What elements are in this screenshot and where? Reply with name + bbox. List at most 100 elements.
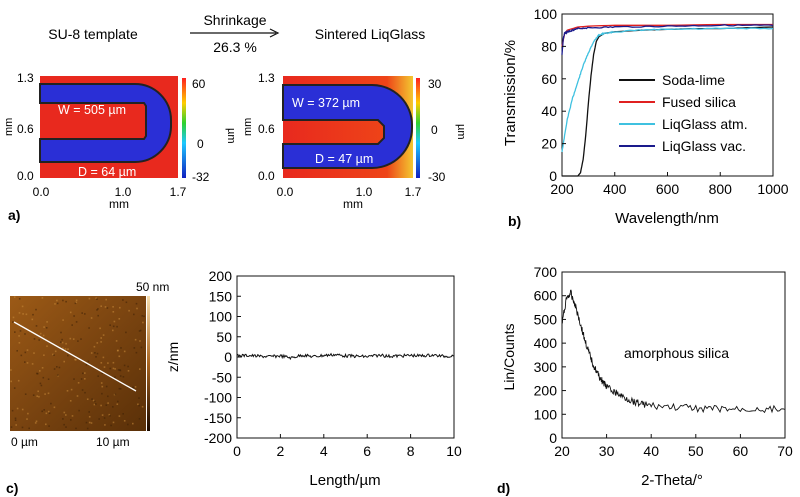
afm-grain	[41, 297, 44, 299]
x-tick-label: 40	[643, 443, 659, 459]
afm-grain	[139, 368, 141, 370]
afm-grain	[43, 409, 45, 411]
panel-b-series-layer	[561, 23, 774, 177]
afm-grain	[123, 364, 126, 367]
afm-grain	[75, 321, 78, 323]
afm-grain	[75, 359, 77, 361]
afm-grain	[101, 414, 104, 416]
afm-grain	[62, 347, 64, 349]
x-tick-label: 4	[320, 443, 328, 459]
afm-grain	[16, 350, 18, 352]
y-tick-label: 100	[209, 309, 233, 325]
afm-grain	[57, 374, 59, 376]
afm-grain	[120, 347, 122, 349]
y-tick-label: 50	[216, 329, 232, 345]
afm-grain	[122, 299, 124, 301]
afm-grain	[105, 404, 108, 406]
afm-grain	[112, 325, 115, 328]
afm-grain	[112, 421, 115, 424]
afm-grain	[47, 392, 50, 395]
afm-grain	[138, 404, 140, 407]
afm-grain	[123, 350, 126, 353]
afm-grain	[69, 311, 72, 314]
left-y-tick-bottom: 0.0	[17, 169, 34, 183]
panel-b-xlabel: Wavelength/nm	[615, 210, 719, 227]
afm-grain	[65, 426, 67, 428]
afm-grain	[18, 298, 21, 300]
afm-grain	[132, 386, 135, 389]
y-tick-label: 20	[541, 136, 557, 152]
afm-grain	[112, 311, 115, 313]
afm-grain	[81, 389, 84, 391]
afm-grain	[88, 411, 90, 413]
afm-grain	[100, 341, 102, 343]
panel-d-ylabel: Lin/Counts	[501, 324, 517, 391]
afm-grain	[105, 385, 108, 388]
afm-grain	[103, 417, 106, 419]
afm-grain	[52, 353, 54, 356]
y-tick-label: 0	[224, 349, 232, 365]
panel-d-x-ticks: 20 30 40 50 60 70	[554, 434, 793, 459]
afm-grain	[76, 395, 79, 397]
left-depth-label: D = 64 µm	[78, 165, 136, 179]
y-tick-label: 40	[541, 103, 557, 119]
afm-grain	[96, 342, 99, 344]
afm-grain	[32, 394, 35, 396]
panel-d-annotation: amorphous silica	[624, 345, 729, 361]
afm-grain	[71, 415, 74, 417]
afm-grain	[112, 361, 115, 364]
afm-grain	[39, 370, 41, 372]
afm-grain	[46, 345, 48, 347]
afm-grain	[125, 331, 127, 334]
afm-surface	[10, 296, 146, 431]
x-tick-label: 30	[599, 443, 615, 459]
afm-grain	[87, 360, 90, 363]
afm-grain	[93, 403, 96, 406]
x-tick-label: 200	[550, 181, 574, 197]
afm-grain	[42, 334, 45, 337]
right-colorbar	[416, 78, 420, 178]
afm-grain	[84, 313, 86, 315]
afm-grain	[32, 313, 34, 316]
afm-x-start: 0 µm	[11, 435, 38, 449]
afm-grain	[48, 425, 50, 427]
afm-grain	[138, 330, 141, 332]
afm-grain	[123, 420, 126, 422]
right-title: Sintered LiqGlass	[315, 26, 426, 42]
afm-grain	[116, 403, 119, 405]
afm-grain	[117, 400, 119, 403]
afm-grain	[125, 301, 128, 304]
afm-grain	[109, 324, 111, 326]
afm-grain	[69, 337, 72, 340]
afm-grain	[74, 302, 77, 305]
afm-grain	[18, 312, 21, 314]
x-tick-label: 600	[656, 181, 680, 197]
x-tick-label: 6	[363, 443, 371, 459]
afm-grain	[62, 299, 64, 302]
legend-label: LiqGlass vac.	[662, 138, 746, 154]
afm-grain	[73, 315, 75, 317]
panel-c: c) 50 nm 0 µm 10 µm 200150100500-50-100-…	[6, 268, 462, 496]
afm-grain	[100, 337, 102, 339]
right-map-channel	[282, 84, 413, 169]
panel-b-x-ticks: 200 400 600 800 1000	[550, 172, 789, 197]
right-depth-label: D = 47 µm	[315, 152, 373, 166]
afm-grain	[16, 407, 19, 410]
afm-grain	[88, 327, 90, 329]
afm-grain	[41, 410, 43, 413]
panel-a: a) SU-8 template Sintered LiqGlass Shrin…	[3, 12, 467, 223]
afm-grain	[35, 308, 37, 311]
afm-grain	[36, 372, 38, 375]
afm-grain	[134, 338, 137, 341]
afm-grain	[97, 308, 99, 310]
afm-grain	[12, 321, 14, 323]
afm-grain	[112, 367, 115, 370]
y-tick-label: -50	[212, 369, 232, 385]
afm-grain	[112, 329, 114, 332]
afm-grain	[118, 355, 121, 358]
afm-grain	[26, 349, 29, 351]
afm-grain	[107, 402, 109, 404]
legend-label: LiqGlass atm.	[662, 116, 748, 132]
afm-grain	[112, 406, 114, 408]
afm-grain	[26, 362, 29, 364]
